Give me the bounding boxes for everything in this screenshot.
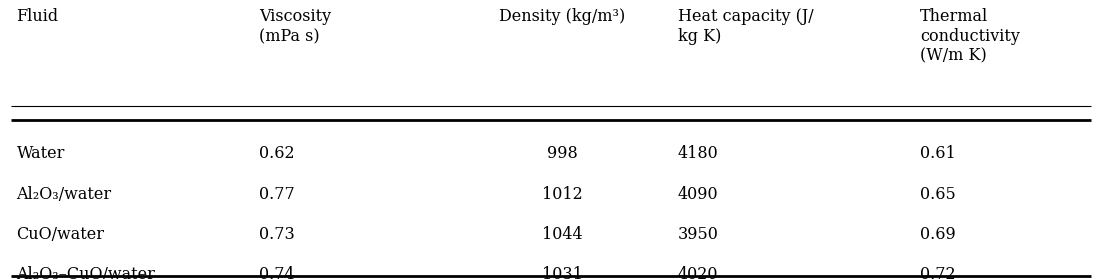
Text: 4020: 4020 — [678, 266, 719, 279]
Text: 0.65: 0.65 — [920, 186, 955, 203]
Text: 3950: 3950 — [678, 226, 719, 243]
Text: 0.62: 0.62 — [259, 145, 294, 162]
Text: 4180: 4180 — [678, 145, 719, 162]
Text: 0.74: 0.74 — [259, 266, 294, 279]
Text: CuO/water: CuO/water — [17, 226, 105, 243]
Text: 0.69: 0.69 — [920, 226, 955, 243]
Text: 1031: 1031 — [541, 266, 583, 279]
Text: 1012: 1012 — [542, 186, 582, 203]
Text: Heat capacity (J/
kg K): Heat capacity (J/ kg K) — [678, 8, 813, 45]
Text: 0.73: 0.73 — [259, 226, 294, 243]
Text: Fluid: Fluid — [17, 8, 58, 25]
Text: 0.72: 0.72 — [920, 266, 955, 279]
Text: 0.61: 0.61 — [920, 145, 955, 162]
Text: Al₂O₃–CuO/water: Al₂O₃–CuO/water — [17, 266, 155, 279]
Text: Water: Water — [17, 145, 65, 162]
Text: Thermal
conductivity
(W/m K): Thermal conductivity (W/m K) — [920, 8, 1020, 64]
Text: Viscosity
(mPa s): Viscosity (mPa s) — [259, 8, 331, 45]
Text: Al₂O₃/water: Al₂O₃/water — [17, 186, 111, 203]
Text: 4090: 4090 — [678, 186, 719, 203]
Text: 0.77: 0.77 — [259, 186, 294, 203]
Text: Density (kg/m³): Density (kg/m³) — [499, 8, 625, 25]
Text: 998: 998 — [547, 145, 577, 162]
Text: 1044: 1044 — [542, 226, 582, 243]
